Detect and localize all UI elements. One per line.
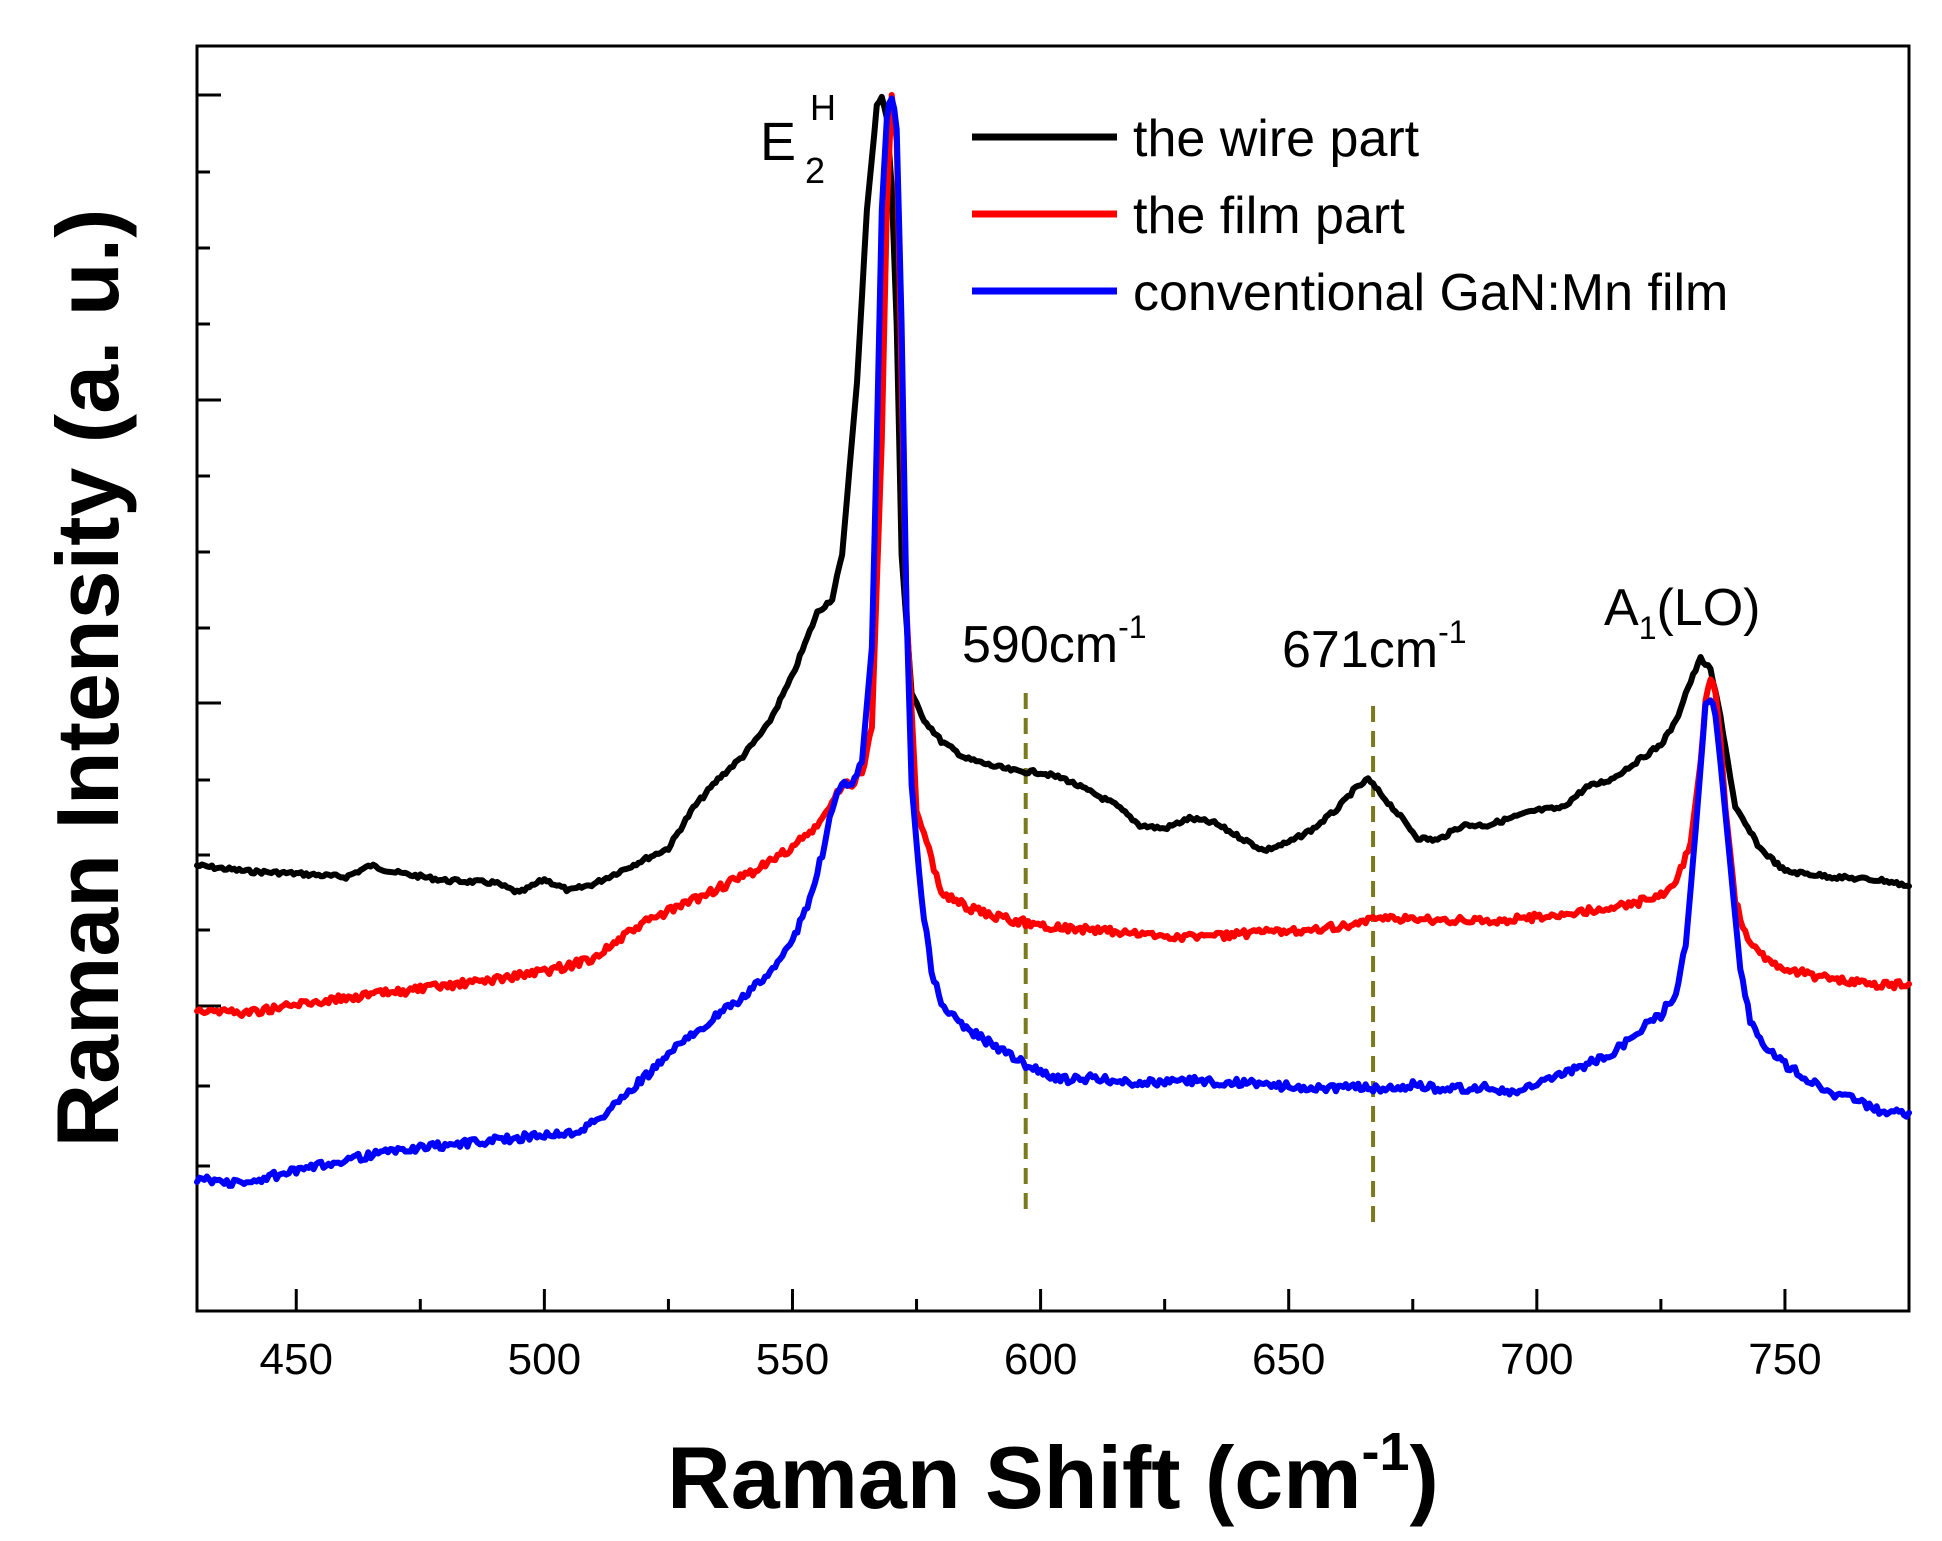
- svg-text:671cm-1: 671cm-1: [1282, 614, 1467, 679]
- series-line: [194, 92, 1912, 1019]
- annotation-e2h-sub: 2: [805, 150, 825, 191]
- x-tick-label: 700: [1500, 1335, 1573, 1384]
- annotation-590-sup: -1: [1118, 609, 1146, 645]
- x-axis-title: Raman Shift (cm-1): [667, 1422, 1439, 1527]
- y-axis-ticks: [197, 93, 221, 1168]
- x-axis-title-main: Raman Shift (cm: [667, 1428, 1361, 1527]
- svg-text:590cm-1: 590cm-1: [962, 609, 1147, 674]
- x-axis-tick-labels: 450 500 550 600 650 700 750: [260, 1335, 1822, 1384]
- legend: the wire part the film part conventional…: [972, 110, 1728, 322]
- series-line: [194, 93, 1912, 896]
- annotation-590-main: 590cm: [962, 616, 1118, 674]
- annotation-590: 590cm-1: [962, 609, 1147, 674]
- plot-frame: [195, 44, 1911, 1313]
- annotation-671: 671cm-1: [1282, 614, 1467, 679]
- annotation-671-sup: -1: [1438, 614, 1466, 650]
- annotation-a1lo-sub: 1: [1639, 610, 1657, 646]
- annotation-a1lo-main: A: [1604, 579, 1639, 637]
- x-tick-label: 600: [1004, 1335, 1077, 1384]
- series-group: [194, 92, 1912, 1189]
- x-tick-label: 500: [508, 1335, 581, 1384]
- annotation-a1lo: A1(LO): [1604, 579, 1760, 646]
- series-line: [194, 95, 1912, 1189]
- legend-label-film: the film part: [1133, 187, 1405, 245]
- x-axis-title-sup: -1: [1362, 1422, 1410, 1482]
- x-tick-label: 450: [260, 1335, 333, 1384]
- x-tick-label: 550: [756, 1335, 829, 1384]
- x-tick-label: 650: [1252, 1335, 1325, 1384]
- annotation-671-main: 671cm: [1282, 621, 1438, 679]
- svg-text:A1(LO): A1(LO): [1604, 579, 1760, 646]
- annotation-e2h: E 2 H: [760, 87, 836, 191]
- x-axis-title-close: ): [1410, 1428, 1439, 1527]
- y-axis-title: Raman Intensity (a. u.): [38, 209, 137, 1148]
- reference-lines: [1023, 693, 1376, 1230]
- annotation-e2h-sup: H: [810, 87, 836, 128]
- x-tick-label: 750: [1748, 1335, 1821, 1384]
- annotation-e2h-main: E: [760, 112, 796, 172]
- x-axis-ticks: [294, 1289, 1911, 1311]
- legend-label-conventional: conventional GaN:Mn film: [1133, 264, 1728, 322]
- svg-text:E: E: [760, 112, 796, 172]
- legend-label-wire: the wire part: [1133, 110, 1420, 168]
- annotation-a1lo-rest: (LO): [1656, 579, 1760, 637]
